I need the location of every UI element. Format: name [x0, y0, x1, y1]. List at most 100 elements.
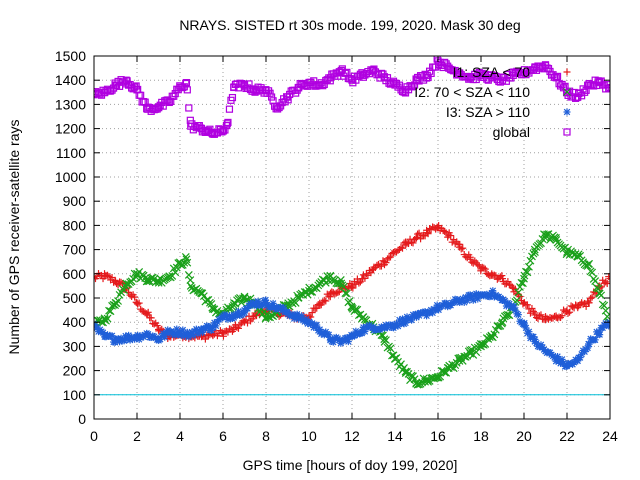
data-point	[313, 321, 321, 329]
data-point	[447, 232, 455, 240]
data-point	[493, 322, 502, 331]
data-point	[236, 293, 244, 302]
data-point	[224, 328, 232, 336]
data-point	[489, 287, 497, 295]
data-point	[599, 276, 607, 284]
data-point	[345, 297, 354, 305]
data-point	[379, 331, 387, 340]
data-point	[367, 269, 375, 277]
data-point	[373, 261, 381, 269]
legend: I1: SZA < 70 I2: 70 < SZA < 110 I3: SZA > …	[414, 64, 571, 140]
data-point	[444, 233, 452, 241]
data-point	[441, 227, 449, 235]
y-tick-label: 1300	[55, 96, 86, 112]
data-point	[113, 280, 121, 288]
data-point	[316, 299, 324, 307]
x-tick-label: 4	[176, 428, 184, 444]
y-tick-label: 1000	[55, 169, 86, 185]
data-point	[225, 105, 234, 113]
data-point	[182, 79, 191, 87]
data-point	[503, 310, 512, 319]
data-point	[431, 373, 440, 382]
data-point	[105, 273, 113, 281]
data-point	[601, 306, 610, 315]
data-point	[535, 312, 543, 320]
x-tick-label: 14	[387, 428, 403, 444]
data-point	[522, 267, 530, 276]
data-point	[183, 86, 191, 94]
data-point	[147, 314, 155, 322]
data-point	[588, 268, 597, 277]
data-point	[519, 279, 527, 288]
data-point	[331, 290, 339, 298]
data-point	[242, 316, 250, 324]
data-point	[420, 231, 428, 239]
data-point	[361, 274, 369, 282]
data-point	[104, 271, 112, 279]
data-point	[339, 282, 348, 291]
data-point	[267, 93, 276, 101]
data-point	[560, 306, 568, 314]
data-point	[525, 262, 533, 271]
data-point	[531, 309, 539, 317]
data-point	[588, 293, 596, 301]
data-point	[291, 298, 300, 307]
x-tick-label: 24	[602, 428, 618, 444]
y-tick-label: 1500	[55, 48, 86, 64]
chart-title: NRAYS. SISTED rt 30s mode. 199, 2020. Ma…	[179, 17, 520, 33]
data-point	[481, 340, 490, 348]
data-point	[466, 253, 474, 261]
data-point	[266, 89, 274, 97]
data-point	[250, 312, 258, 320]
data-point	[553, 72, 562, 80]
data-point	[474, 261, 482, 269]
y-tick-label: 200	[63, 363, 87, 379]
data-point	[481, 265, 489, 273]
x-tick-label: 0	[90, 428, 98, 444]
data-point	[602, 278, 610, 286]
data-point	[335, 288, 343, 296]
data-point	[117, 278, 125, 286]
data-point	[558, 312, 566, 320]
data-point	[342, 289, 351, 298]
y-tick-label: 700	[63, 242, 87, 258]
data-point	[108, 332, 116, 340]
data-point	[585, 299, 593, 307]
series-3	[94, 56, 610, 138]
data-point	[221, 126, 229, 134]
data-point	[386, 253, 394, 261]
data-point	[522, 324, 530, 332]
data-point	[566, 308, 574, 316]
data-point	[405, 240, 413, 248]
x-tick-label: 12	[344, 428, 360, 444]
data-point	[341, 289, 350, 298]
data-point	[131, 293, 139, 301]
data-point	[525, 328, 533, 336]
data-point	[150, 320, 158, 328]
data-point	[181, 252, 190, 261]
data-point	[94, 273, 98, 281]
y-axis-label: Number of GPS receiver-satellite rays	[6, 120, 22, 355]
data-point	[519, 300, 527, 308]
legend-label: I1: SZA < 70	[453, 64, 531, 80]
data-point	[575, 302, 583, 310]
data-point	[308, 309, 316, 317]
data-point	[496, 273, 504, 281]
x-axis-label: GPS time [hours of doy 199, 2020]	[243, 457, 458, 473]
y-tick-label: 600	[63, 266, 87, 282]
data-point	[408, 316, 416, 324]
data-point	[578, 299, 586, 307]
data-point	[497, 319, 506, 328]
data-point	[597, 283, 605, 291]
x-tick-label: 16	[430, 428, 446, 444]
data-point	[135, 299, 143, 307]
y-tick-label: 100	[63, 387, 87, 403]
data-point	[523, 301, 531, 309]
data-point	[224, 118, 232, 127]
data-point	[382, 336, 390, 345]
data-point	[502, 311, 511, 320]
data-point	[531, 248, 539, 257]
data-point	[236, 321, 244, 329]
data-point	[349, 284, 357, 292]
